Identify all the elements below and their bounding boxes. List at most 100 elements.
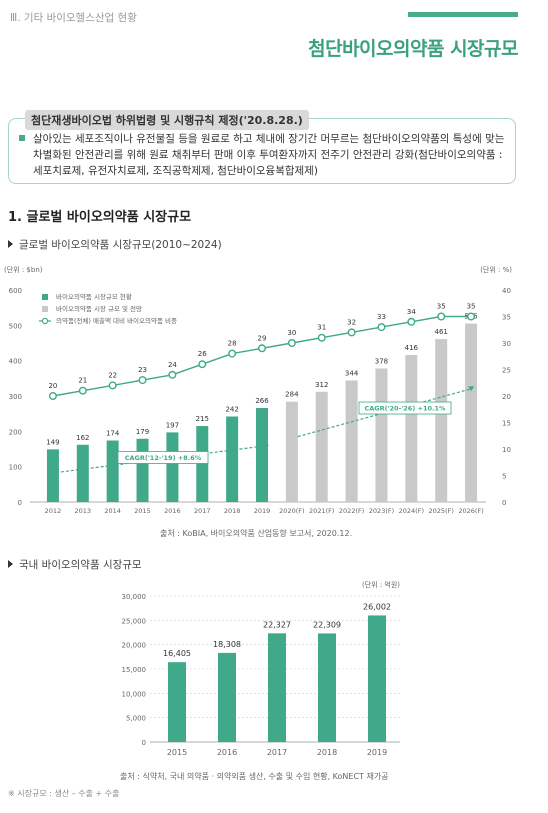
ratio-value-label: 32 xyxy=(347,318,356,326)
x-tick-label: 2016 xyxy=(164,507,181,515)
bar xyxy=(268,633,286,742)
ratio-value-label: 24 xyxy=(168,361,177,369)
bar-value-label: 197 xyxy=(166,421,179,429)
bar-value-label: 215 xyxy=(196,415,209,423)
notice-line: 살아있는 세포조직이나 유전물질 등을 원료로 하고 체내에 장기간 머무르는 … xyxy=(19,131,505,147)
chart1-title: 글로벌 바이오의약품 시장규모(2010~2024) xyxy=(8,237,222,252)
legend-label: 바이오의약품 시장 규모 및 전망 xyxy=(56,304,142,313)
x-tick-label: 2021(F) xyxy=(309,507,334,515)
x-tick-label: 2012 xyxy=(45,507,62,515)
chart2-source: 출처 : 식약처, 국내 의약품 · 의약외품 생산, 수출 및 수입 현황, … xyxy=(120,772,389,781)
notice-box: 첨단재생바이오법 하위법령 및 시행규칙 제정('20.8.28.) 살아있는 … xyxy=(8,110,516,184)
bar xyxy=(405,355,418,502)
x-tick-label: 2022(F) xyxy=(339,507,364,515)
bar xyxy=(166,432,179,502)
notice-text: 살아있는 세포조직이나 유전물질 등을 원료로 하고 체내에 장기간 머무르는 … xyxy=(33,133,505,145)
x-tick-label: 2019 xyxy=(254,507,271,515)
y-tick-label: 0 xyxy=(18,499,22,507)
ratio-point xyxy=(317,333,326,342)
ratio-point xyxy=(377,323,386,332)
y-tick-label: 100 xyxy=(9,464,22,472)
bar xyxy=(368,615,386,742)
y2-tick-label: 0 xyxy=(502,499,506,507)
bar xyxy=(106,440,119,502)
bar-value-label: 26,002 xyxy=(363,602,391,611)
ratio-point xyxy=(198,360,207,369)
legend-swatch xyxy=(42,294,48,300)
ratio-point xyxy=(287,338,296,347)
x-tick-label: 2024(F) xyxy=(399,507,424,515)
bar xyxy=(76,444,89,502)
unit-label: (단위 : 억원) xyxy=(362,580,400,589)
y-tick-label: 200 xyxy=(9,428,22,436)
y2-tick-label: 30 xyxy=(502,340,511,348)
ratio-value-label: 30 xyxy=(287,329,296,337)
ratio-value-label: 23 xyxy=(138,366,147,374)
ratio-value-label: 22 xyxy=(108,371,117,379)
triangle-bullet-icon xyxy=(8,240,13,248)
bar xyxy=(435,339,448,502)
x-tick-label: 2019 xyxy=(367,748,387,757)
ratio-value-label: 31 xyxy=(317,324,326,332)
chart1-source: 출처 : KoBIA, 바이오의약품 산업동향 보고서, 2020.12. xyxy=(160,529,353,538)
y2-tick-label: 20 xyxy=(502,393,511,401)
y-tick-label: 20,000 xyxy=(122,642,147,650)
bar-value-label: 22,309 xyxy=(313,620,341,629)
ratio-point xyxy=(228,349,237,358)
notice-text: 차별화된 안전관리를 위해 원료 채취부터 판매 이후 투여환자까지 전주기 안… xyxy=(33,149,503,161)
y-tick-label: 300 xyxy=(9,393,22,401)
legend-marker xyxy=(41,317,49,325)
x-tick-label: 2015 xyxy=(167,748,187,757)
x-tick-label: 2025(F) xyxy=(429,507,454,515)
y2-tick-label: 10 xyxy=(502,446,511,454)
notice-body: 살아있는 세포조직이나 유전물질 등을 원료로 하고 체내에 장기간 머무르는 … xyxy=(19,131,505,179)
bar-value-label: 22,327 xyxy=(263,620,291,629)
ratio-point xyxy=(347,328,356,337)
cagr-label: CAGR('20-'26) +10.1% xyxy=(364,405,446,413)
notice-text: 세포치료제, 유전자치료제, 조직공학제제, 첨단바이오융복합제제) xyxy=(33,165,318,177)
bar-value-label: 416 xyxy=(405,344,419,352)
x-tick-label: 2014 xyxy=(104,507,121,515)
bar xyxy=(218,652,236,742)
ratio-point xyxy=(258,344,267,353)
y-tick-label: 600 xyxy=(9,287,22,295)
x-tick-label: 2015 xyxy=(134,507,151,515)
bar-value-label: 16,405 xyxy=(163,649,191,658)
bar-value-label: 344 xyxy=(345,369,359,377)
bullet-icon xyxy=(19,135,25,141)
ratio-value-label: 34 xyxy=(407,308,416,316)
ratio-point xyxy=(168,370,177,379)
ratio-value-label: 33 xyxy=(377,313,386,321)
x-tick-label: 2018 xyxy=(317,748,337,757)
chart2-title: 국내 바이오의약품 시장규모 xyxy=(8,557,142,572)
triangle-bullet-icon xyxy=(8,560,13,568)
y-tick-label: 500 xyxy=(9,322,22,330)
x-tick-label: 2023(F) xyxy=(369,507,394,515)
ratio-value-label: 35 xyxy=(437,303,446,311)
y2-tick-label: 25 xyxy=(502,367,511,375)
ratio-point xyxy=(78,386,87,395)
y-tick-label: 0 xyxy=(142,739,146,747)
y2-tick-label: 5 xyxy=(502,473,506,481)
ratio-value-label: 35 xyxy=(467,303,476,311)
y-tick-label: 10,000 xyxy=(122,690,147,698)
bar xyxy=(196,426,209,502)
bar-value-label: 284 xyxy=(285,391,299,399)
x-tick-label: 2018 xyxy=(224,507,241,515)
ratio-point xyxy=(108,381,117,390)
right-unit-label: (단위 : %) xyxy=(480,265,512,274)
bar xyxy=(226,416,239,502)
cagr-box xyxy=(117,451,209,464)
notice-line: 세포치료제, 유전자치료제, 조직공학제제, 첨단바이오융복합제제) xyxy=(19,163,505,179)
bar xyxy=(318,633,336,742)
bar-value-label: 242 xyxy=(225,405,238,413)
legend-label: 바이오의약품 시장규모 현황 xyxy=(56,292,132,301)
bar-value-label: 149 xyxy=(46,438,59,446)
ratio-point xyxy=(407,317,416,326)
x-tick-label: 2026(F) xyxy=(458,507,483,515)
bar-value-label: 174 xyxy=(106,430,120,438)
cagr-box xyxy=(358,401,452,415)
bar xyxy=(285,401,298,502)
cagr-arrow xyxy=(468,386,475,392)
x-tick-label: 2013 xyxy=(75,507,92,515)
